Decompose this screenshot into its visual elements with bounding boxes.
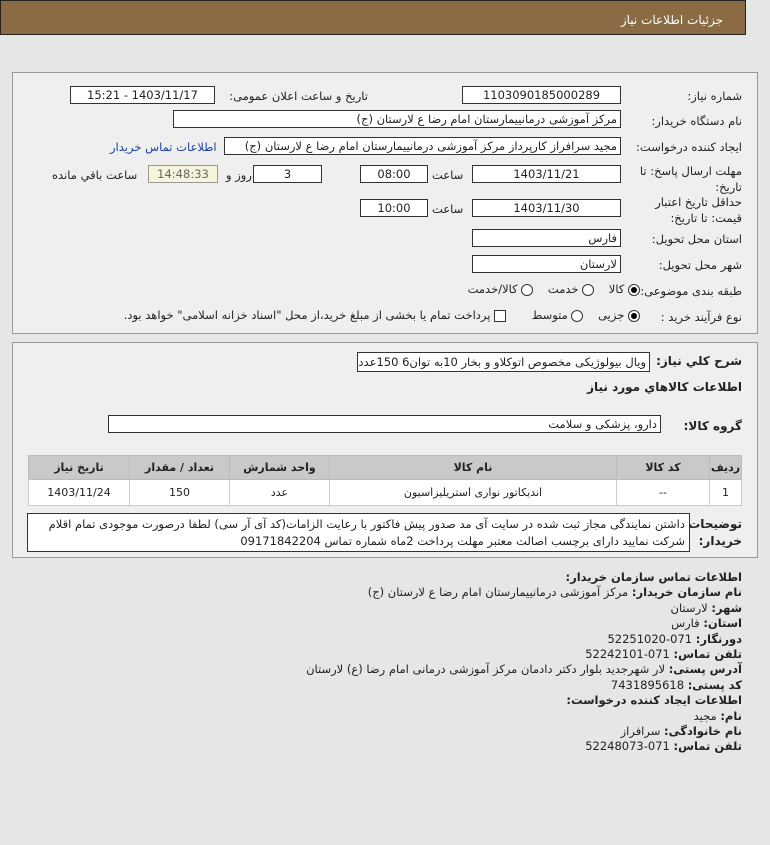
- table-header-row: ردیف کد کالا نام کالا واحد شمارش تعداد /…: [28, 455, 742, 480]
- announce-field[interactable]: 1403/11/17 - 15:21: [70, 86, 215, 104]
- col-row: ردیف: [709, 455, 742, 480]
- province-field[interactable]: فارس: [472, 229, 621, 247]
- radio-service-label: خدمت: [547, 282, 579, 296]
- city-label: شهر محل تحویل:: [658, 258, 742, 272]
- table-row: 1 -- اندیکاتور نواری استریلیزاسیون عدد 1…: [28, 479, 742, 506]
- fax-label: دورنگار:: [695, 631, 742, 646]
- category-label: طبقه بندی موضوعی:: [640, 284, 742, 298]
- province-label: استان محل تحویل:: [651, 232, 742, 246]
- postal-value: 7431895618: [610, 677, 685, 692]
- cell-name: اندیکاتور نواری استریلیزاسیون: [329, 479, 617, 506]
- col-qty: تعداد / مقدار: [129, 455, 230, 480]
- contact-title: اطلاعات تماس سازمان خریدار:: [565, 570, 742, 584]
- cell-qty: 150: [129, 479, 230, 506]
- radio-goods-service-label: کالا/خدمت: [467, 282, 518, 296]
- goods-title: اطلاعات کالاهاي مورد نياز: [587, 380, 742, 394]
- col-unit: واحد شمارش: [229, 455, 330, 480]
- name-label: نام:: [720, 708, 742, 723]
- deadline-date-field[interactable]: 1403/11/21: [472, 165, 621, 183]
- days-field[interactable]: 3: [253, 165, 322, 183]
- radio-minor[interactable]: [628, 309, 640, 322]
- validity-label: حداقل تاریخ اعتبار قیمت: تا تاریخ:: [655, 195, 742, 225]
- group-field[interactable]: دارو، پزشکی و سلامت: [108, 415, 661, 433]
- phone-label: تلفن تماس:: [673, 647, 742, 662]
- remaining-label: ساعت باقي مانده: [52, 168, 138, 182]
- buyer-label: نام دستگاه خریدار:: [651, 114, 742, 128]
- deadline-time-field[interactable]: 08:00: [360, 165, 428, 183]
- treasury-checkbox[interactable]: [494, 309, 507, 322]
- category-radio-group: کالا خدمت کالا/خدمت: [468, 282, 640, 296]
- city-field[interactable]: لارستان: [472, 255, 621, 273]
- deadline-label: مهلت ارسال پاسخ: تا تاریخ:: [639, 164, 742, 194]
- validity-time-field[interactable]: 10:00: [360, 199, 428, 217]
- summary-field[interactable]: ویال بیولوژیکی مخصوص اتوکلاو و بخار 10به…: [357, 352, 650, 372]
- cell-row: 1: [709, 479, 742, 506]
- cell-date: 1403/11/24: [28, 479, 130, 506]
- notes-label: توضیحات خریدار:: [688, 517, 742, 548]
- radio-medium[interactable]: [571, 309, 584, 322]
- creator-phone-value: 071-52248073: [585, 739, 670, 754]
- cell-unit: عدد: [229, 479, 330, 506]
- page-header: جزئیات اطلاعات نیاز: [0, 0, 746, 35]
- city-label: شهر:: [711, 600, 742, 615]
- creator-label: ایجاد کننده درخواست:: [636, 140, 742, 154]
- org-label: نام سازمان خریدار:: [631, 585, 742, 600]
- creator-title: اطلاعات ایجاد کننده درخواست:: [566, 693, 742, 708]
- validity-date-field[interactable]: 1403/11/30: [472, 199, 621, 217]
- province-value: فارس: [671, 616, 700, 631]
- city-value: لارستان: [670, 600, 708, 615]
- notes-field: داشتن نمایندگی مجاز ثبت شده در سایت آی م…: [27, 513, 690, 552]
- province-label: استان:: [703, 616, 742, 631]
- buyer-contact-section: اطلاعات تماس سازمان خریدار: نام سازمان خ…: [306, 570, 742, 755]
- summary-label: شرح کلي نياز:: [656, 354, 742, 368]
- family-label: نام خانوادگی:: [664, 724, 742, 739]
- need-number-field[interactable]: 1103090185000289: [462, 86, 621, 104]
- col-name: نام کالا: [329, 455, 617, 480]
- process-label: نوع فرآیند خرید :: [660, 310, 742, 324]
- org-value: مرکز آموزشی درمانییمارستان امام رضا ع لا…: [367, 585, 629, 600]
- deadline-time-label: ساعت: [432, 168, 464, 182]
- announce-label: تاریخ و ساعت اعلان عمومی:: [229, 89, 368, 103]
- buyer-field[interactable]: مرکز آموزشی درمانییمارستان امام رضا ع لا…: [173, 110, 621, 128]
- page-title: جزئیات اطلاعات نیاز: [620, 13, 723, 27]
- process-radio-group: جزیی متوسط پرداخت تمام یا بخشی از مبلغ خ…: [124, 308, 640, 322]
- family-value: سرافراز: [620, 724, 661, 739]
- radio-goods[interactable]: [628, 283, 640, 296]
- treasury-note: پرداخت تمام یا بخشی از مبلغ خرید،از محل …: [123, 308, 491, 322]
- validity-time-label: ساعت: [432, 202, 464, 216]
- fax-value: 071-52251020: [607, 631, 693, 646]
- col-date: تاریخ نیاز: [28, 455, 130, 480]
- creator-phone-label: تلفن تماس:: [673, 739, 742, 754]
- days-label: روز و: [226, 168, 252, 182]
- cell-code: --: [616, 479, 710, 506]
- creator-field[interactable]: مجید سرافراز کارپرداز مرکز آموزشی درمانی…: [224, 137, 621, 155]
- phone-value: 071-52242101: [585, 647, 670, 662]
- remaining-time-field: 14:48:33: [148, 165, 218, 183]
- address-value: لار شهرجدید بلوار دکتر دادمان مرکز آموزش…: [306, 662, 666, 677]
- buyer-contact-link[interactable]: اطلاعات تماس خریدار: [110, 140, 217, 154]
- radio-goods-label: کالا: [608, 282, 625, 296]
- radio-goods-service[interactable]: [521, 283, 534, 296]
- radio-minor-label: جزیی: [598, 308, 625, 322]
- postal-label: کد پستی:: [687, 677, 742, 692]
- group-label: گروه کالا:: [683, 419, 742, 433]
- col-code: کد کالا: [616, 455, 710, 480]
- goods-table: ردیف کد کالا نام کالا واحد شمارش تعداد /…: [28, 455, 742, 506]
- address-label: آدرس پستی:: [668, 662, 742, 677]
- need-number-label: شماره نیاز:: [687, 89, 742, 103]
- name-value: مجید: [693, 708, 717, 723]
- radio-medium-label: متوسط: [531, 308, 568, 322]
- radio-service[interactable]: [582, 283, 595, 296]
